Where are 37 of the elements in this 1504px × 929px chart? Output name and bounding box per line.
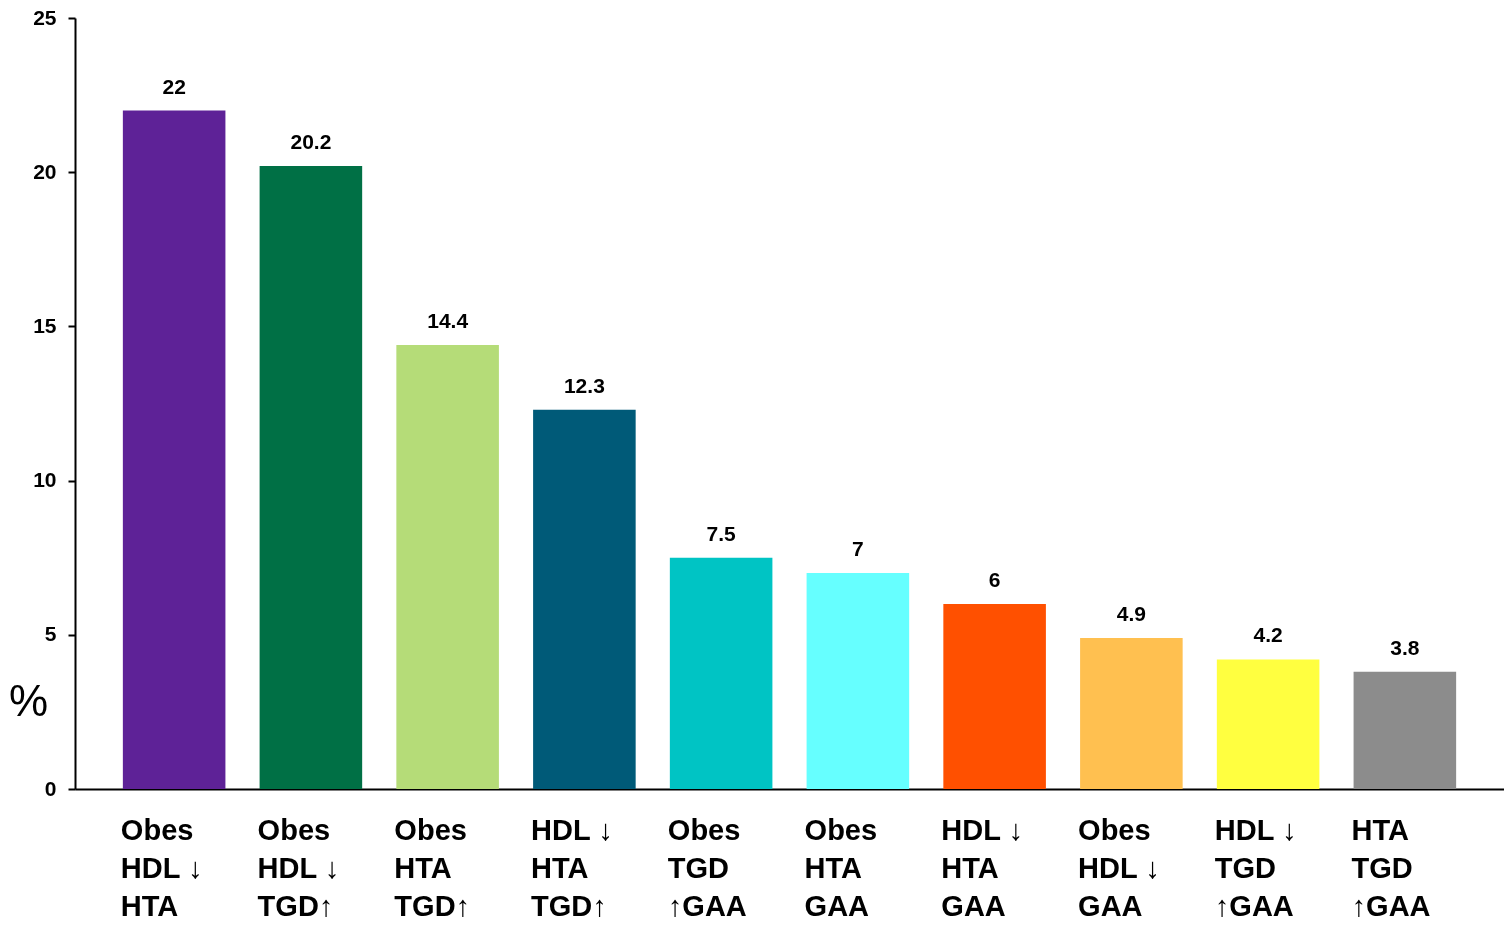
bar <box>533 409 636 789</box>
data-label: 14.4 <box>427 308 469 332</box>
x-tick-label: Obes HTA GAA <box>804 813 878 922</box>
y-tick-label: 10 <box>33 468 57 492</box>
bar <box>259 166 363 789</box>
x-tick-label: Obes HDL ↓ TGD↑ <box>257 813 340 922</box>
bar <box>943 603 1046 789</box>
bar <box>1216 659 1320 789</box>
y-tick-label: 0 <box>44 776 57 800</box>
y-tick-label: 25 <box>33 5 57 29</box>
x-tick-label: HDL ↓ TGD ↑GAA <box>1214 813 1297 922</box>
bar <box>122 110 226 789</box>
data-label: 22 <box>162 74 186 98</box>
y-tick-label: 5 <box>44 622 57 646</box>
data-label: 3.8 <box>1390 635 1420 659</box>
bar <box>806 573 910 789</box>
data-label: 7 <box>852 537 864 561</box>
bar <box>396 344 499 789</box>
x-tick-label: Obes HTA TGD↑ <box>394 813 471 922</box>
data-label: 6 <box>988 567 1001 591</box>
x-tick-label: HDL ↓ HTA GAA <box>941 813 1023 922</box>
x-tick-label: Obes HDL ↓ HTA <box>120 813 203 922</box>
x-tick-label: HTA TGD ↑GAA <box>1351 813 1431 922</box>
data-label: 12.3 <box>563 373 605 397</box>
y-axis-title: % <box>8 676 49 726</box>
x-tick-label: Obes HDL ↓ GAA <box>1078 813 1160 922</box>
x-tick-label: HDL ↓ HTA TGD↑ <box>531 813 613 922</box>
bar <box>1353 671 1457 789</box>
data-label: 7.5 <box>706 521 737 545</box>
data-label: 4.9 <box>1116 601 1146 625</box>
x-tick-label: Obes TGD ↑GAA <box>667 813 747 922</box>
bar <box>669 557 773 789</box>
y-tick-label: 15 <box>33 313 57 337</box>
y-tick-label: 20 <box>33 159 57 183</box>
data-label: 20.2 <box>290 130 332 154</box>
data-label: 4.2 <box>1253 623 1283 647</box>
bar <box>1080 637 1183 789</box>
